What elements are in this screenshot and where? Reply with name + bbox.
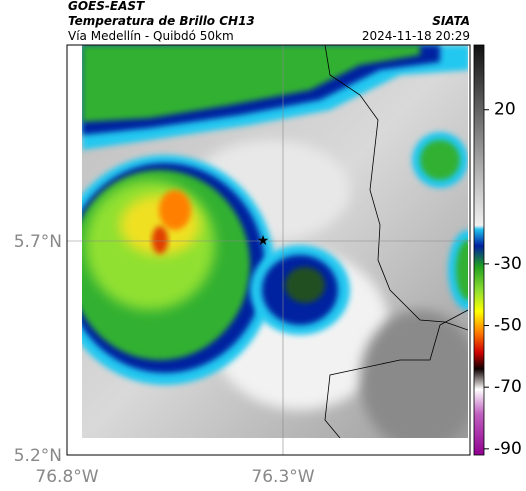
lon-label: 76.8°W: [35, 467, 98, 487]
route: Vía Medellín - Quibdó 50km: [68, 29, 234, 43]
colorbar-tick-label: 20: [494, 100, 516, 120]
lat-label: 5.2°N: [14, 446, 62, 466]
colorbar-tick-label: -50: [494, 316, 522, 336]
colorbar: [473, 44, 485, 456]
satellite-image: [82, 45, 468, 438]
location-marker: ★: [257, 233, 270, 249]
colorbar-tick-label: -70: [494, 377, 522, 397]
source: SIATA: [432, 14, 470, 28]
title: GOES-EAST: [68, 0, 145, 13]
timestamp: 2024-11-18 20:29: [362, 29, 470, 43]
subtitle: Temperatura de Brillo CH13: [68, 14, 255, 28]
colorbar-tick-label: -30: [494, 254, 522, 274]
lat-label: 5.7°N: [14, 232, 62, 252]
lon-label: 76.3°W: [251, 467, 314, 487]
map-frame: [66, 44, 471, 456]
colorbar-tick-label: -90: [494, 439, 522, 459]
